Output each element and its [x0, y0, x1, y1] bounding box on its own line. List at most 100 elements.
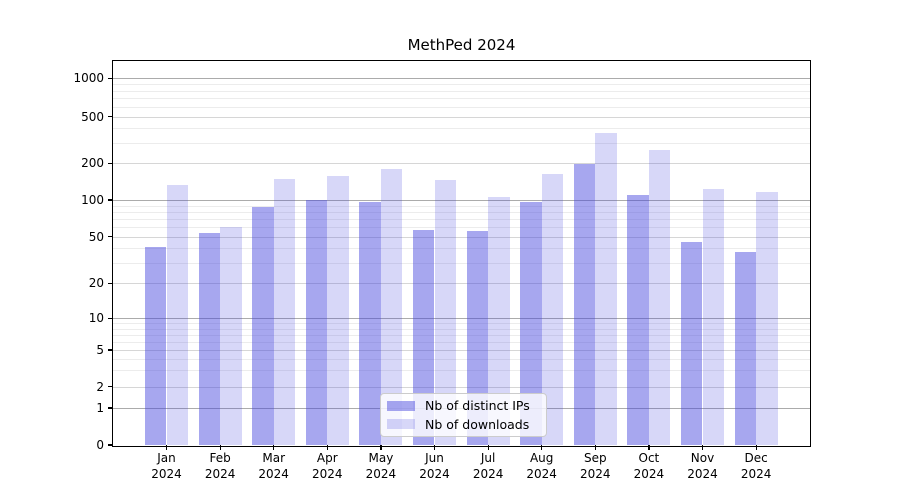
y-tick-label: 10: [88, 311, 104, 326]
x-tick-label-line: 2024: [419, 466, 450, 481]
bar-downloads-jan: [166, 184, 189, 445]
bar-ips-nov: [680, 242, 703, 445]
y-tick-label: 1000: [73, 71, 104, 86]
x-tick-label: Jan 2024: [137, 451, 197, 482]
x-tick-mark: [273, 445, 275, 450]
y-tick-mark: [108, 236, 113, 238]
y-tick-label: 200: [81, 156, 104, 171]
x-tick-label: Mar 2024: [244, 451, 304, 482]
y-tick-mark: [108, 282, 113, 284]
gridline-200: [113, 163, 810, 165]
x-tick-mark: [755, 445, 757, 450]
x-tick-mark: [541, 445, 543, 450]
x-tick-label: May 2024: [351, 451, 411, 482]
x-tick-label: Jul 2024: [458, 451, 518, 482]
x-tick-label: Dec 2024: [726, 451, 786, 482]
bar-downloads-feb: [220, 227, 242, 445]
gridline-minor: [113, 262, 810, 264]
x-tick-label-line: Sep: [583, 451, 607, 465]
gridline-50: [113, 236, 810, 238]
gridline-minor: [113, 323, 810, 325]
y-tick-mark: [108, 116, 113, 118]
x-tick-label-line: Apr: [316, 451, 338, 465]
y-tick-mark: [108, 349, 113, 351]
x-tick-label-line: 2024: [633, 466, 665, 481]
bar-downloads-jun: [434, 180, 457, 445]
x-tick-mark: [594, 445, 596, 450]
bar-ips-apr: [305, 200, 328, 445]
y-tick-mark: [108, 199, 113, 201]
x-tick-label-line: Jan: [157, 451, 176, 465]
chart-title: MethPed 2024: [407, 36, 516, 54]
bar-ips-dec: [734, 252, 757, 445]
bar-ips-jan: [144, 246, 167, 445]
gridline-minor: [113, 106, 810, 108]
x-tick-label-line: 2024: [687, 466, 718, 481]
x-tick-label-line: Oct: [638, 451, 660, 465]
x-tick-label-line: 2024: [580, 466, 611, 481]
x-tick-mark: [701, 445, 704, 450]
gridline-minor: [113, 227, 810, 229]
bar-ips-mar: [252, 207, 274, 445]
legend-swatch: [387, 400, 415, 411]
x-tick-label: Aug 2024: [512, 451, 572, 482]
y-tick-mark: [108, 385, 113, 388]
y-tick-label: 0: [96, 438, 104, 452]
x-tick-label-line: 2024: [204, 466, 236, 481]
x-tick-label-line: Aug: [529, 451, 554, 465]
x-tick-mark: [433, 445, 436, 450]
gridline-100: [113, 200, 810, 201]
bar-downloads-mar: [273, 179, 296, 445]
x-tick-label-line: Jul: [480, 451, 496, 465]
gridline-500: [113, 116, 810, 118]
x-tick-label: Sep 2024: [565, 451, 625, 482]
x-tick-mark: [380, 445, 382, 450]
y-tick-label: 500: [81, 109, 104, 124]
gridline-minor: [113, 128, 810, 130]
x-tick-label-line: Dec: [744, 451, 768, 465]
x-tick-mark: [648, 445, 650, 450]
y-tick-label: 20: [88, 276, 104, 291]
x-tick-label-line: Nov: [690, 451, 715, 465]
x-tick-label: Nov 2024: [673, 451, 733, 482]
y-tick-label: 100: [81, 193, 104, 207]
bar-downloads-oct: [648, 149, 671, 445]
bar-downloads-sep: [595, 133, 617, 445]
bar-downloads-aug: [541, 174, 564, 445]
x-tick-label-line: 2024: [526, 466, 557, 481]
x-tick-label: Oct 2024: [619, 451, 679, 482]
gridline-minor: [113, 142, 810, 144]
y-tick-label: 50: [88, 229, 104, 244]
gridline-minor: [113, 205, 810, 207]
y-tick-mark: [108, 407, 113, 409]
x-tick-label-line: 2024: [312, 466, 343, 481]
gridline-1000: [113, 78, 810, 80]
bar-ips-feb: [198, 232, 221, 445]
x-tick-mark: [326, 445, 328, 450]
x-tick-mark: [165, 445, 168, 450]
gridline-minor: [113, 334, 810, 336]
bar-downloads-jul: [488, 196, 510, 445]
bar-downloads-dec: [756, 192, 778, 445]
gridline-minor: [113, 218, 810, 220]
x-tick-label-line: May: [368, 451, 394, 465]
y-tick-mark: [108, 317, 113, 319]
x-tick-label-line: Feb: [209, 451, 231, 465]
legend-label: Nb of downloads: [425, 416, 530, 432]
gridline-minor: [113, 211, 810, 213]
y-tick-label: 1: [96, 401, 104, 415]
legend-item: Nb of distinct IPs: [387, 398, 538, 414]
gridline-minor: [113, 328, 810, 330]
x-tick-label: Feb 2024: [190, 451, 250, 482]
x-tick-label: Jun 2024: [405, 451, 465, 482]
plot-area: [113, 61, 810, 445]
y-tick-label: 2: [96, 379, 104, 394]
x-tick-label-line: 2024: [365, 466, 397, 481]
legend-swatch: [387, 419, 415, 430]
gridline-20: [113, 283, 810, 285]
y-tick-label: 5: [96, 343, 104, 357]
legend: Nb of distinct IPs Nb of downloads: [380, 393, 547, 437]
x-tick-label-line: 2024: [740, 466, 772, 481]
gridline-minor: [113, 98, 810, 100]
